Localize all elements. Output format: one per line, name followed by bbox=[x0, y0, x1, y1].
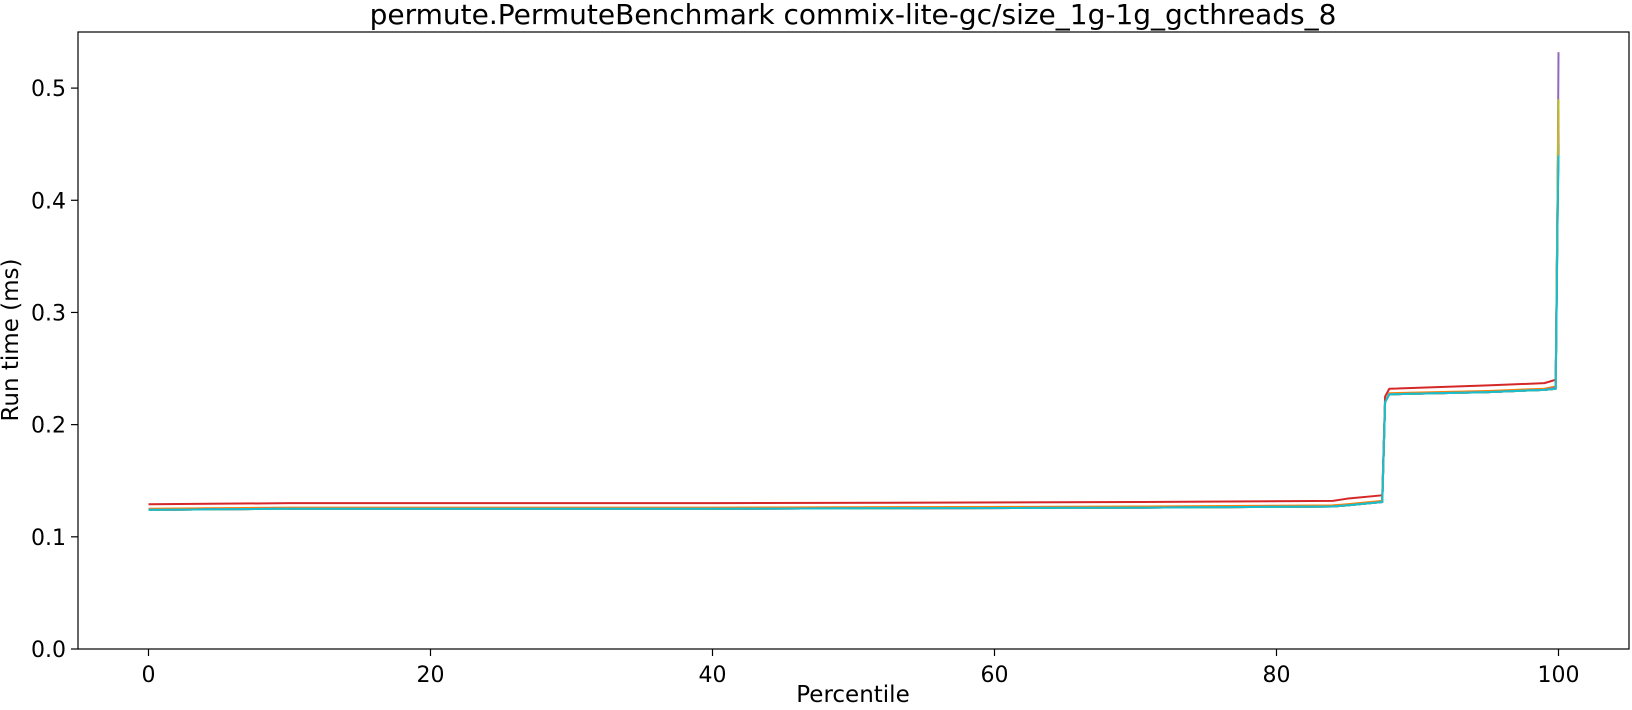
y-tick-label: 0.5 bbox=[31, 77, 66, 102]
series-line-6 bbox=[148, 132, 1560, 511]
y-tick-label: 0.1 bbox=[31, 526, 66, 551]
y-tick-label: 0.2 bbox=[31, 414, 66, 439]
chart-title: permute.PermuteBenchmark commix-lite-gc/… bbox=[370, 0, 1337, 31]
x-axis-label: Percentile bbox=[796, 682, 909, 708]
x-tick-label: 40 bbox=[699, 663, 727, 688]
series-line-9 bbox=[148, 99, 1560, 511]
plot-frame bbox=[77, 31, 1630, 650]
ticks-layer: 0 20 40 60 80 100 0.0 0.1 0.2 0.3 0.4 0.5 bbox=[31, 77, 1580, 688]
series-line-5 bbox=[148, 52, 1560, 511]
series-line-10 bbox=[148, 155, 1560, 511]
series-line-2 bbox=[148, 110, 1560, 510]
y-axis-label: Run time (ms) bbox=[0, 258, 24, 421]
x-tick-label: 0 bbox=[142, 663, 156, 688]
x-tick-label: 60 bbox=[981, 663, 1009, 688]
series-line-8 bbox=[148, 144, 1560, 511]
y-tick-label: 0.4 bbox=[31, 189, 66, 214]
series-layer bbox=[148, 52, 1560, 511]
y-tick-label: 0.3 bbox=[31, 301, 66, 326]
y-tick-label: 0.0 bbox=[31, 638, 66, 663]
series-line-4 bbox=[148, 121, 1560, 506]
x-tick-label: 20 bbox=[417, 663, 445, 688]
series-line-7 bbox=[148, 121, 1560, 511]
series-line-3 bbox=[148, 144, 1560, 511]
x-tick-label: 80 bbox=[1263, 663, 1291, 688]
x-tick-label: 100 bbox=[1538, 663, 1580, 688]
series-line-1 bbox=[148, 155, 1560, 511]
